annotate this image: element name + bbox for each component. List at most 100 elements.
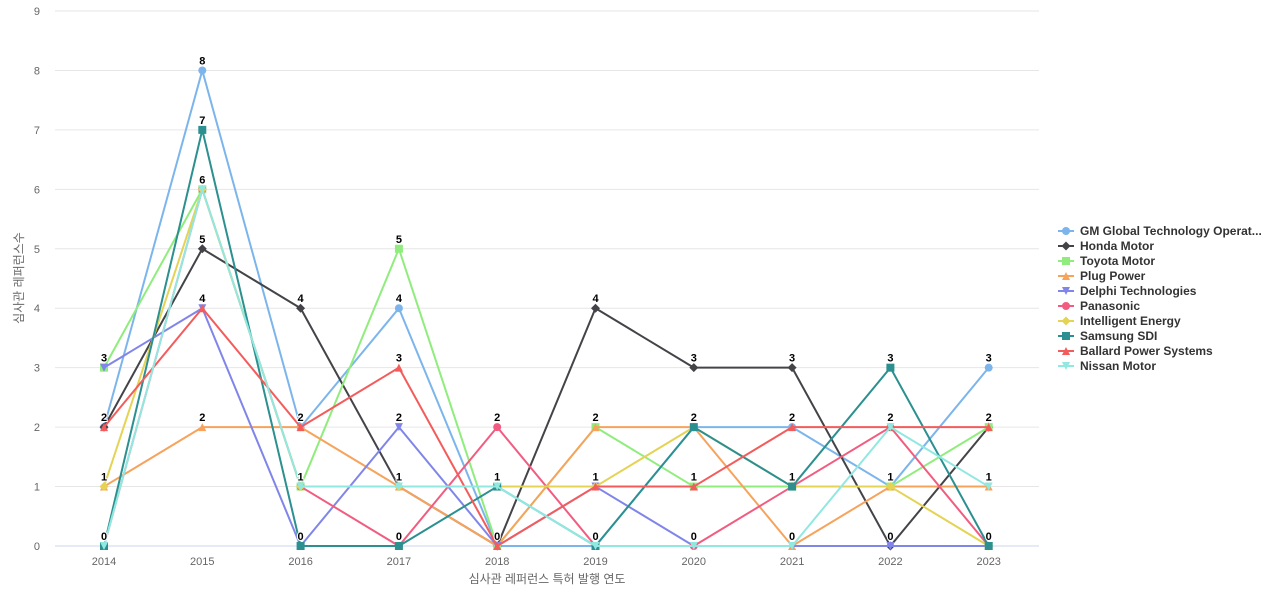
legend-label: GM Global Technology Operat... <box>1080 223 1262 238</box>
data-point-marker[interactable] <box>198 423 207 432</box>
data-label: 7 <box>199 115 205 127</box>
legend-symbol <box>1058 346 1074 355</box>
data-label: 1 <box>887 472 893 484</box>
data-point-marker[interactable] <box>198 304 207 313</box>
legend-marker[interactable] <box>1062 301 1070 310</box>
y-tick-label: 6 <box>34 184 40 196</box>
legend-item[interactable]: Samsung SDI <box>1058 328 1262 343</box>
data-labels: 2 1 0 7 6 5 4 2 2 1 0 4 3 2 1 0 1 0 2 1 0 2 1 0 2 1 0 2 1 0 2 1 0 3 8 4 5 2 4 3… <box>100 54 993 544</box>
data-point-marker[interactable] <box>296 542 305 550</box>
data-point-marker[interactable] <box>885 482 895 492</box>
x-tick-label: 2018 <box>485 556 509 568</box>
data-point-marker[interactable] <box>493 542 502 550</box>
y-tick-label: 7 <box>34 125 40 137</box>
legend-label: Honda Motor <box>1080 238 1154 253</box>
data-point-marker[interactable] <box>689 482 698 491</box>
legend-item[interactable]: GM Global Technology Operat... <box>1058 223 1262 238</box>
data-point-marker[interactable] <box>394 423 403 432</box>
legend-item[interactable]: Ballard Power Systems <box>1058 343 1262 358</box>
data-point-marker[interactable] <box>394 244 403 253</box>
legend-marker[interactable] <box>1062 271 1070 280</box>
data-label: 8 <box>199 55 205 67</box>
legend-item[interactable]: Delphi Technologies <box>1058 283 1262 298</box>
data-point-marker[interactable] <box>788 482 797 491</box>
legend-item[interactable]: Panasonic <box>1058 298 1262 313</box>
data-label: 2 <box>887 412 893 424</box>
legend-marker[interactable] <box>1062 226 1070 235</box>
data-label: 1 <box>691 472 697 484</box>
legend-item[interactable]: Intelligent Energy <box>1058 313 1262 328</box>
legend-marker[interactable] <box>1061 241 1071 250</box>
data-point-marker[interactable] <box>99 482 109 492</box>
data-point-marker[interactable] <box>886 363 895 372</box>
data-point-marker[interactable] <box>689 363 699 373</box>
legend-symbol <box>1058 226 1074 235</box>
legend-marker[interactable] <box>1062 331 1070 340</box>
data-point-marker[interactable] <box>394 304 403 313</box>
legend-symbol <box>1058 271 1074 280</box>
data-point-marker[interactable] <box>788 423 797 432</box>
data-point-marker[interactable] <box>591 303 600 313</box>
legend-item[interactable]: Plug Power <box>1058 268 1262 283</box>
data-point-marker[interactable] <box>198 185 207 194</box>
legend-marker[interactable] <box>1062 346 1070 355</box>
data-point-marker[interactable] <box>886 542 895 550</box>
data-point-marker[interactable] <box>689 423 698 432</box>
y-axis-title: 심사관 레퍼런스수 <box>12 232 26 324</box>
data-point-marker[interactable] <box>394 482 403 491</box>
data-label: 1 <box>789 472 795 484</box>
data-point-marker[interactable] <box>394 542 403 550</box>
legend-marker[interactable] <box>1061 316 1071 325</box>
data-label: 4 <box>298 293 305 305</box>
data-point-marker[interactable] <box>100 423 108 432</box>
data-point-marker[interactable] <box>788 542 797 550</box>
data-point-marker[interactable] <box>100 542 108 550</box>
legend-item[interactable]: Nissan Motor <box>1058 358 1262 373</box>
y-tick-label: 0 <box>34 541 40 553</box>
data-label: 3 <box>887 353 893 365</box>
data-label: 2 <box>789 412 795 424</box>
data-label: 5 <box>199 234 205 246</box>
data-point-marker[interactable] <box>591 482 600 491</box>
data-point-marker[interactable] <box>100 363 108 372</box>
data-label: 1 <box>101 472 107 484</box>
data-point-marker[interactable] <box>198 125 207 134</box>
data-point-marker[interactable] <box>296 303 306 313</box>
data-point-marker[interactable] <box>984 423 993 432</box>
data-point-marker[interactable] <box>984 363 993 372</box>
data-point-marker[interactable] <box>591 542 600 550</box>
legend-label: Intelligent Energy <box>1080 313 1181 328</box>
data-point-marker[interactable] <box>296 423 305 432</box>
legend: GM Global Technology Operat... Honda Moto… <box>1058 223 1262 373</box>
data-label: 0 <box>789 531 795 543</box>
data-point-marker[interactable] <box>198 66 207 75</box>
legend-marker[interactable] <box>1062 256 1070 265</box>
data-label: 2 <box>101 412 107 424</box>
data-label: 4 <box>396 293 403 305</box>
series-9 <box>100 185 993 550</box>
series-line[interactable] <box>103 188 990 547</box>
x-tick-label: 2017 <box>387 556 411 568</box>
data-point-marker[interactable] <box>984 542 993 550</box>
series-lines <box>99 66 994 551</box>
data-label: 3 <box>101 353 107 365</box>
data-label: 4 <box>199 293 206 305</box>
data-point-marker[interactable] <box>787 363 797 373</box>
x-axis-ticks: 2014 2015 2016 2017 2018 2019 2020 2021 2022 2023 <box>92 556 1001 568</box>
legend-marker[interactable] <box>1062 286 1070 295</box>
data-point-marker[interactable] <box>591 423 600 432</box>
data-label: 5 <box>396 234 402 246</box>
legend-item[interactable]: Honda Motor <box>1058 238 1262 253</box>
data-point-marker[interactable] <box>394 363 403 372</box>
legend-item[interactable]: Toyota Motor <box>1058 253 1262 268</box>
data-label: 2 <box>298 412 304 424</box>
data-point-marker[interactable] <box>984 482 993 491</box>
y-tick-label: 2 <box>34 422 40 434</box>
legend-marker[interactable] <box>1062 361 1070 370</box>
data-point-marker[interactable] <box>689 542 698 550</box>
data-point-marker[interactable] <box>886 423 895 432</box>
data-point-marker[interactable] <box>493 423 502 432</box>
data-point-marker[interactable] <box>296 482 305 491</box>
data-point-marker[interactable] <box>493 482 502 491</box>
data-point-marker[interactable] <box>197 244 207 254</box>
